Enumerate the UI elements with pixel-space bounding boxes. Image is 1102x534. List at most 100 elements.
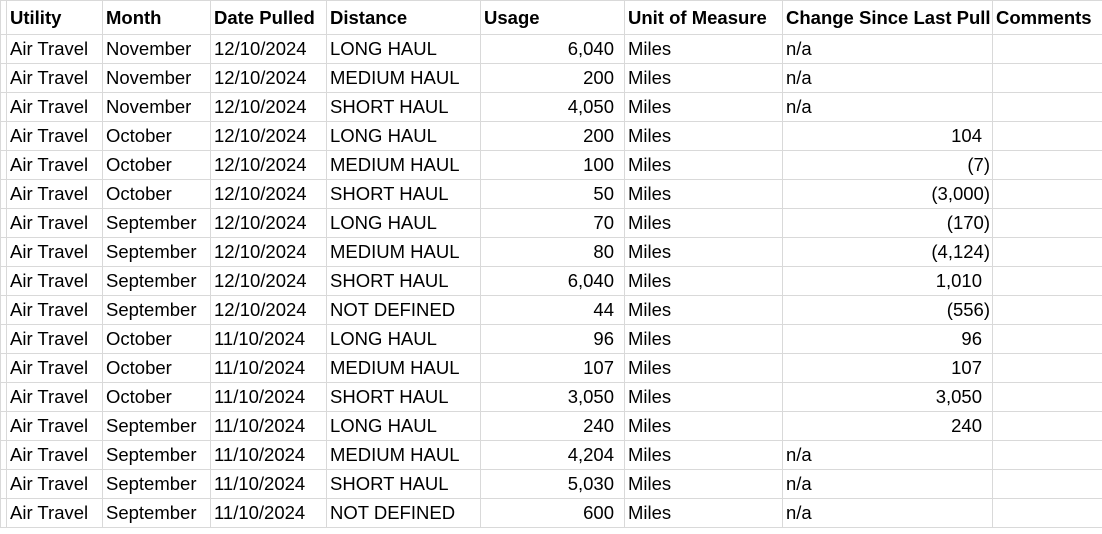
cell: 100 <box>480 150 625 180</box>
cell: 50 <box>480 179 625 209</box>
cell: SHORT HAUL <box>326 92 481 122</box>
header-row: Utility Month Date Pulled Distance Usage Unit… <box>0 0 1102 35</box>
cell: September <box>102 498 211 528</box>
header-cell: Usage <box>480 0 625 35</box>
cell: November <box>102 92 211 122</box>
cell: October <box>102 121 211 151</box>
cell: Miles <box>624 150 783 180</box>
table-row: Air Travel October 11/10/2024 MEDIUM HAUL 10… <box>0 353 1102 383</box>
cell: 107 <box>782 353 993 383</box>
cell: 104 <box>782 121 993 151</box>
cell: November <box>102 34 211 64</box>
cell: 70 <box>480 208 625 238</box>
cell: NOT DEFINED <box>326 295 481 325</box>
empty-cell <box>992 121 1102 151</box>
cell: 107 <box>480 353 625 383</box>
cell: MEDIUM HAUL <box>326 440 481 470</box>
cell: Miles <box>624 266 783 296</box>
table-row: Air Travel October 12/10/2024 MEDIUM HAUL 10… <box>0 150 1102 180</box>
cell: Air Travel <box>6 382 103 412</box>
cell: Miles <box>624 295 783 325</box>
cell: NOT DEFINED <box>326 498 481 528</box>
cell: Air Travel <box>6 440 103 470</box>
cell: n/a <box>782 440 993 470</box>
header-cell: Utility <box>6 0 103 35</box>
cell: Air Travel <box>6 266 103 296</box>
cell: LONG HAUL <box>326 324 481 354</box>
empty-cell <box>992 266 1102 296</box>
empty-cell <box>992 34 1102 64</box>
table-row: Air Travel October 11/10/2024 SHORT HAUL 3,0… <box>0 382 1102 412</box>
cell: 11/10/2024 <box>210 498 327 528</box>
empty-cell <box>992 295 1102 325</box>
cell: (7) <box>782 150 993 180</box>
table-row: Air Travel November 12/10/2024 MEDIUM HAUL 2… <box>0 63 1102 93</box>
table-row: Air Travel November 12/10/2024 SHORT HAUL 4,… <box>0 92 1102 122</box>
empty-cell <box>992 411 1102 441</box>
empty-cell <box>992 353 1102 383</box>
table-row: Air Travel November 12/10/2024 LONG HAUL 6,0… <box>0 34 1102 64</box>
empty-cell <box>992 63 1102 93</box>
cell: Air Travel <box>6 34 103 64</box>
cell: October <box>102 382 211 412</box>
cell: LONG HAUL <box>326 34 481 64</box>
cell: 3,050 <box>782 382 993 412</box>
table-row: Air Travel September 11/10/2024 SHORT HAUL 5… <box>0 469 1102 499</box>
cell: n/a <box>782 92 993 122</box>
cell: September <box>102 469 211 499</box>
cell: 240 <box>480 411 625 441</box>
cell: Miles <box>624 179 783 209</box>
cell: 12/10/2024 <box>210 266 327 296</box>
cell: 200 <box>480 63 625 93</box>
empty-cell <box>992 382 1102 412</box>
cell: September <box>102 440 211 470</box>
cell: SHORT HAUL <box>326 382 481 412</box>
table-row: Air Travel October 12/10/2024 LONG HAUL 200 M… <box>0 121 1102 151</box>
empty-cell <box>992 92 1102 122</box>
cell: October <box>102 179 211 209</box>
cell: 44 <box>480 295 625 325</box>
cell: MEDIUM HAUL <box>326 237 481 267</box>
empty-cell <box>992 208 1102 238</box>
cell: 12/10/2024 <box>210 295 327 325</box>
cell: n/a <box>782 498 993 528</box>
cell: Miles <box>624 353 783 383</box>
cell: Miles <box>624 92 783 122</box>
table-row: Air Travel September 12/10/2024 NOT DEFINED… <box>0 295 1102 325</box>
cell: 12/10/2024 <box>210 92 327 122</box>
cell: MEDIUM HAUL <box>326 150 481 180</box>
cell: MEDIUM HAUL <box>326 353 481 383</box>
cell: (4,124) <box>782 237 993 267</box>
header-cell: Unit of Measure <box>624 0 783 35</box>
cell: Miles <box>624 324 783 354</box>
cell: Miles <box>624 382 783 412</box>
cell: 6,040 <box>480 266 625 296</box>
header-cell: Distance <box>326 0 481 35</box>
table-row: Air Travel October 12/10/2024 SHORT HAUL 50 M… <box>0 179 1102 209</box>
empty-cell <box>992 498 1102 528</box>
table-row: Air Travel September 12/10/2024 MEDIUM HAUL… <box>0 237 1102 267</box>
cell: September <box>102 266 211 296</box>
cell: 11/10/2024 <box>210 324 327 354</box>
cell: Miles <box>624 34 783 64</box>
cell: LONG HAUL <box>326 208 481 238</box>
cell: 240 <box>782 411 993 441</box>
table-row: Air Travel October 11/10/2024 LONG HAUL 96 Mi… <box>0 324 1102 354</box>
cell: Air Travel <box>6 237 103 267</box>
cell: 96 <box>480 324 625 354</box>
empty-cell <box>992 150 1102 180</box>
cell: September <box>102 295 211 325</box>
cell: 12/10/2024 <box>210 179 327 209</box>
cell: LONG HAUL <box>326 121 481 151</box>
cell: Air Travel <box>6 179 103 209</box>
cell: 1,010 <box>782 266 993 296</box>
cell: Air Travel <box>6 295 103 325</box>
cell: 11/10/2024 <box>210 469 327 499</box>
cell: Air Travel <box>6 92 103 122</box>
cell: September <box>102 237 211 267</box>
table-row: Air Travel September 12/10/2024 LONG HAUL 70… <box>0 208 1102 238</box>
cell: Air Travel <box>6 208 103 238</box>
cell: Miles <box>624 498 783 528</box>
cell: 12/10/2024 <box>210 34 327 64</box>
